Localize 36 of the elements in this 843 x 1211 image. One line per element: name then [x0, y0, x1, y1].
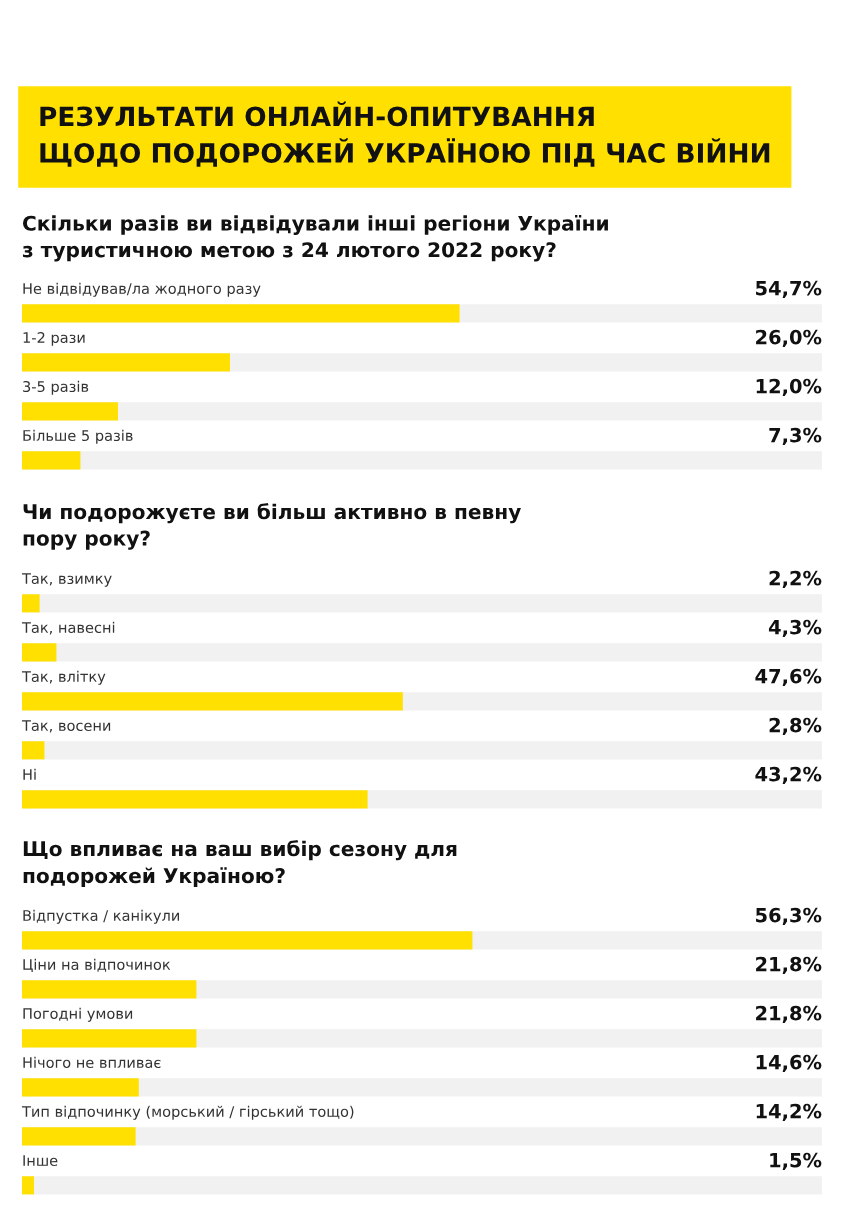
chart-title: РЕЗУЛЬТАТИ ОНЛАЙН-ОПИТУВАННЯ ЩОДО ПОДОРОЖЕЙ УКРАЇНОЮ ПІД ЧАС ВІЙНИ [40, 101, 770, 167]
y-tick-label: Так, влітку [21, 670, 106, 685]
data-label: 7,3% [769, 427, 822, 445]
data-label: 2,2% [769, 570, 822, 588]
y-tick-label: Так, навесні [21, 621, 115, 635]
y-tick-label: Так, восени [21, 720, 111, 733]
data-label: 43,2% [755, 766, 822, 784]
y-tick-label: Відпустка / канікули [23, 909, 179, 924]
y-tick-label: 1-2 рази [23, 332, 85, 346]
y-tick-label: Нічого не впливає [23, 1056, 161, 1069]
bar [22, 402, 118, 421]
data-label: 12,0% [756, 378, 822, 396]
data-label: 56,3% [756, 907, 822, 925]
data-label: 14,6% [756, 1054, 822, 1072]
y-tick-label: Тип відпочинку (морський / гірський тощо) [21, 1105, 354, 1120]
data-label: 54,7% [756, 280, 822, 298]
y-tick-label: Так, взимку [21, 573, 112, 587]
y-tick-label: Ні [23, 768, 36, 780]
y-tick-label: Більше 5 разів [23, 429, 133, 444]
y-tick-label: Ціни на відпочинок [23, 958, 171, 973]
data-label: 21,8% [756, 1005, 822, 1023]
data-label: 4,3% [768, 619, 822, 637]
data-label: 1,5% [770, 1152, 822, 1170]
data-label: 47,6% [755, 668, 822, 686]
data-label: 21,8% [756, 956, 822, 974]
chart-subtitle: Скільки разів ви відвідували інші регіони України з туристичною метою з 24 лютого 2022 року? [22, 215, 608, 262]
y-tick-label: Погодні умови [23, 1007, 133, 1022]
chart-title: Чи подорожуєте ви більш активно в певну пору року? [23, 503, 521, 550]
chart-title: Що впливає на ваш вибір сезону для подорожей Україною? [23, 840, 457, 888]
data-label: 26,0% [756, 329, 822, 347]
data-label: 2,8% [769, 717, 822, 735]
y-tick-label: 3-5 разів [23, 380, 89, 395]
y-tick-label: Інше [23, 1155, 58, 1167]
data-label: 14,2% [756, 1103, 822, 1121]
y-tick-label: Не відвідував/ла жодного разу [23, 282, 261, 297]
bar [22, 451, 81, 470]
